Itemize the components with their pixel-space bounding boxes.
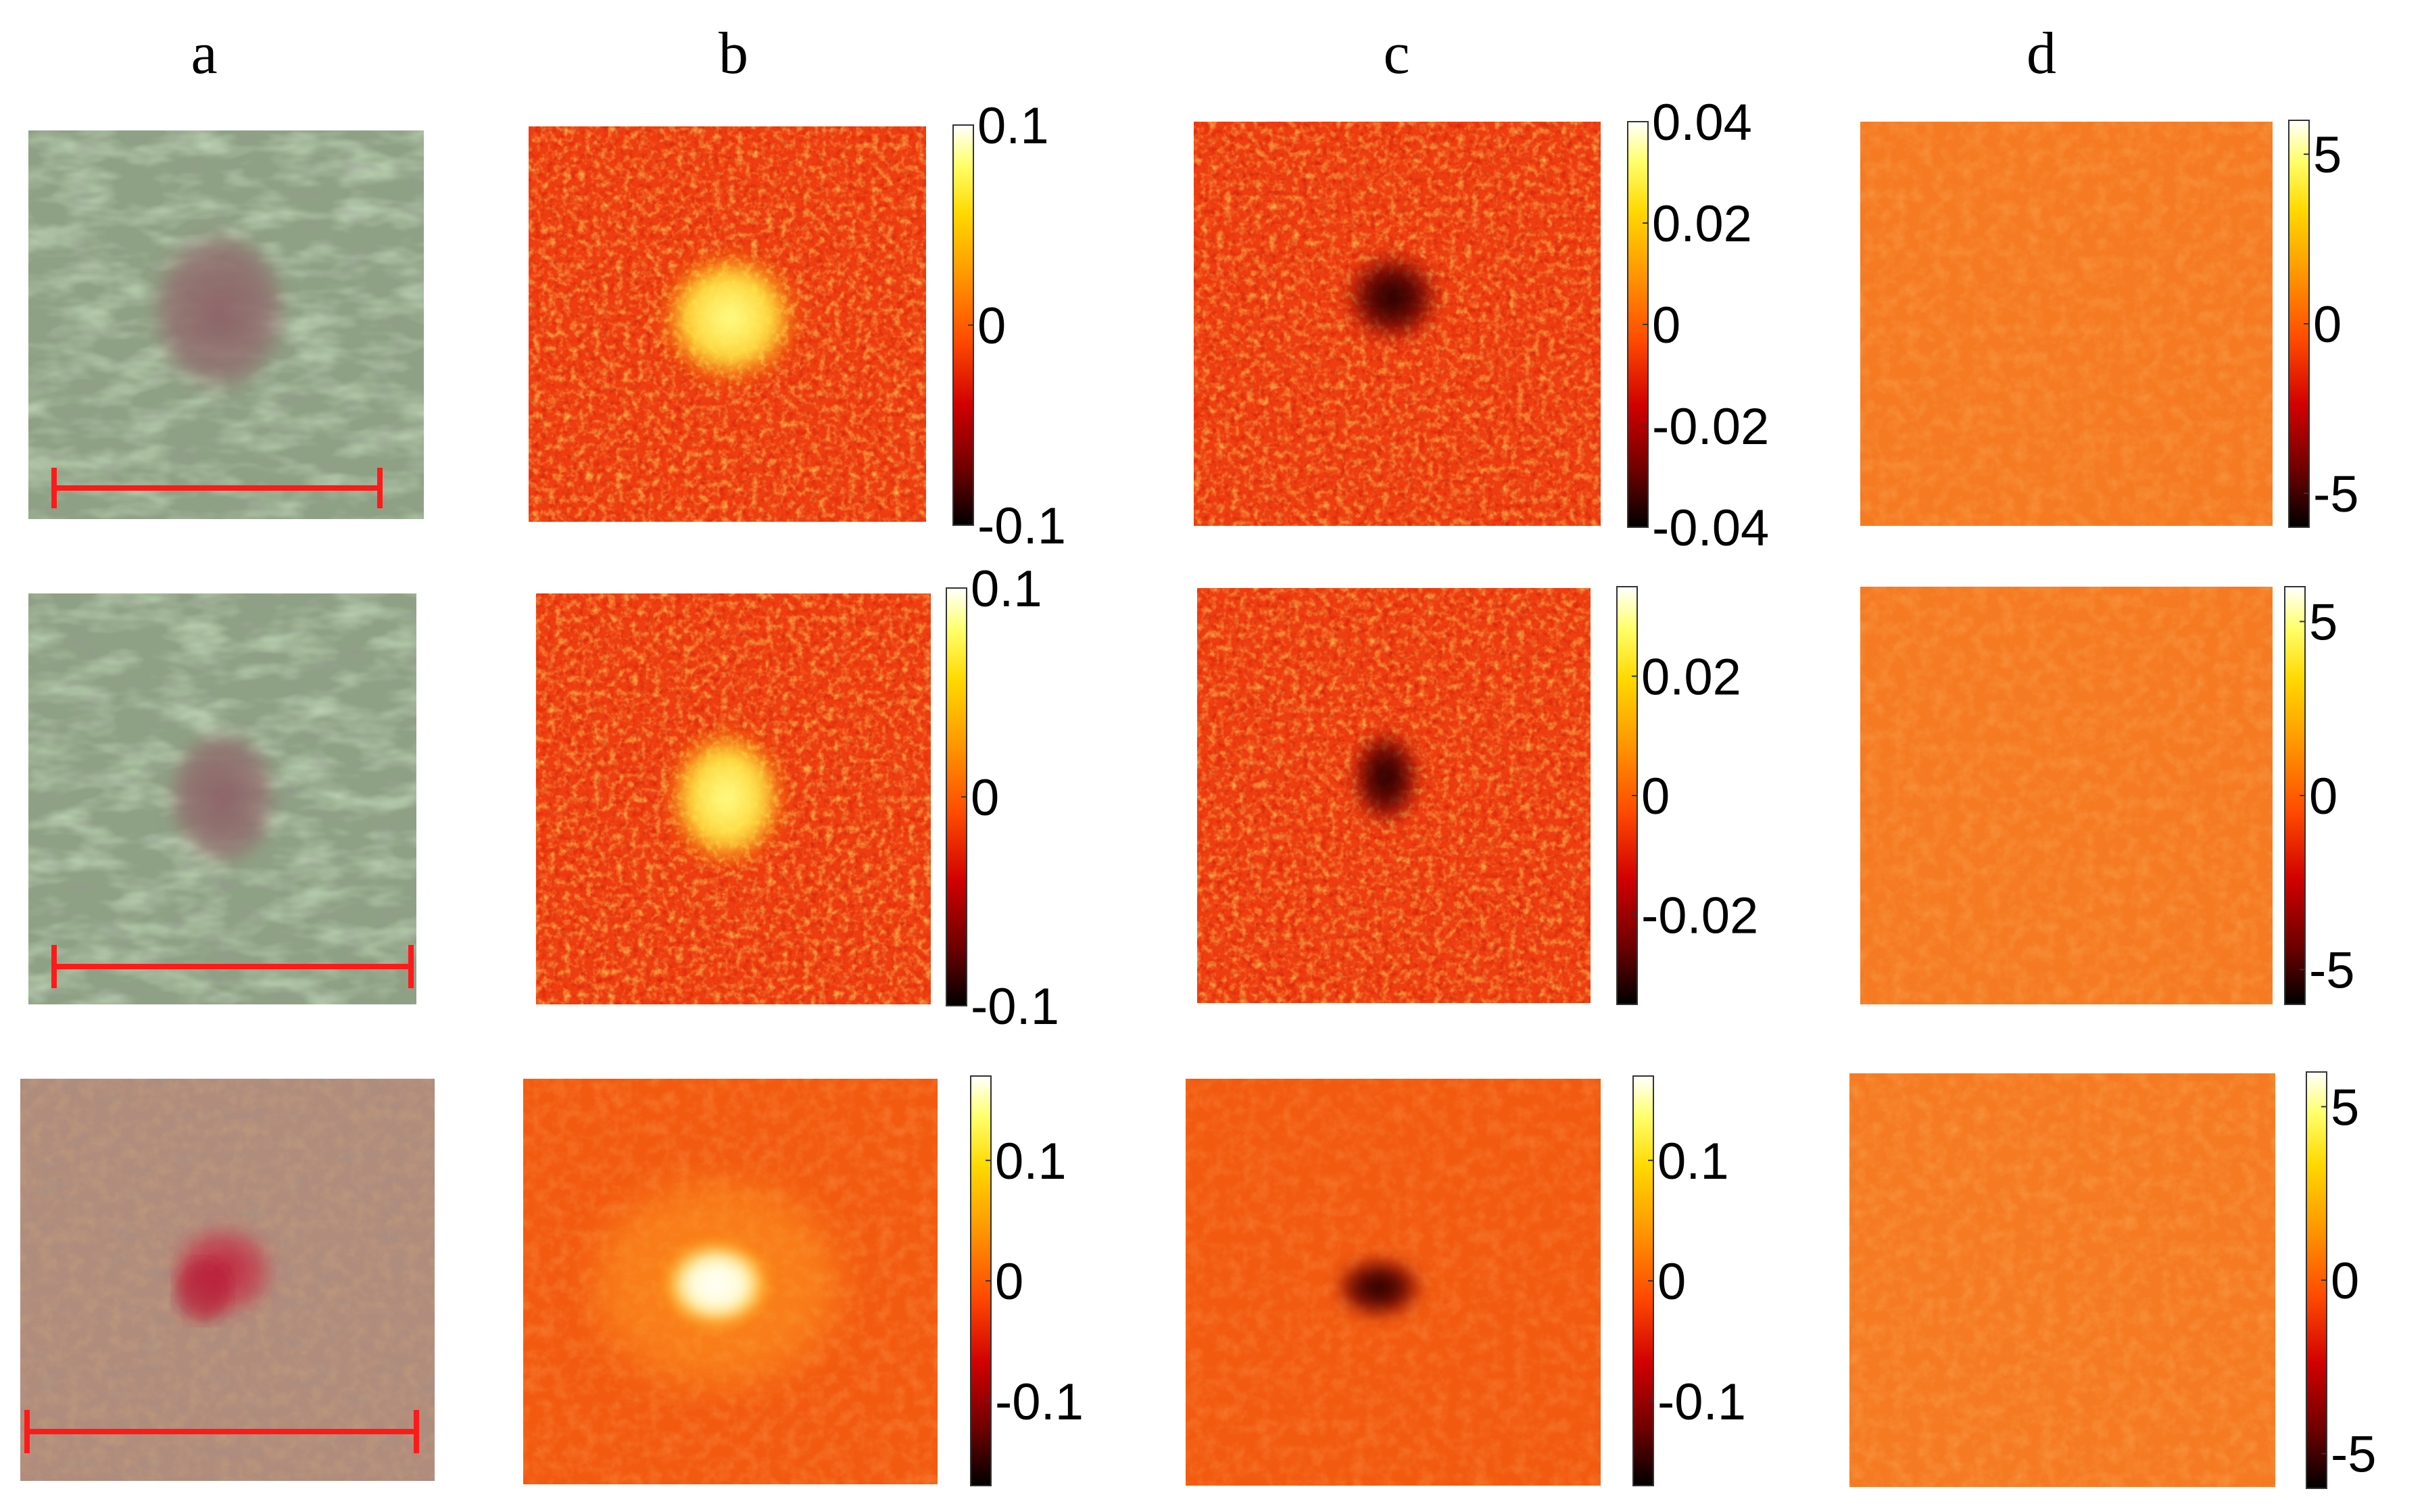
colorbar-tick-label: 0: [2309, 768, 2337, 825]
scale-bar: [24, 1410, 419, 1453]
colorbar-tick-label: 0: [2313, 296, 2342, 353]
colorbar-b-row-3: 0.1 0 -0.1: [970, 1075, 1084, 1486]
colorbar-tick-label: -0.04: [1652, 499, 1769, 557]
colorbar-tick-label: 5: [2309, 594, 2337, 652]
map-d-row-2: [1860, 587, 2273, 1004]
map-b-row-2: [536, 593, 931, 1004]
column-label-d: d: [2027, 21, 2056, 87]
colorbar-b-row-1: 0.1 0 -0.1: [952, 97, 1066, 555]
map-d-row-1: [1860, 122, 2273, 526]
map-c-row-3: [1186, 1079, 1601, 1486]
scale-bar: [51, 945, 414, 988]
colorbar-d-row-3: 5 0 -5: [2306, 1071, 2377, 1489]
colorbar-tick-label: -0.1: [977, 497, 1066, 555]
colorbar-d-row-1: 5 0 -5: [2288, 120, 2359, 528]
map-c-row-2: [1197, 588, 1591, 1003]
colorbar-c-row-3: 0.1 0 -0.1: [1632, 1075, 1746, 1486]
colorbar-c-row-1: 0.04 0.02 0 -0.02 -0.04: [1627, 94, 1769, 557]
colorbar-tick-label: 5: [2331, 1079, 2359, 1136]
colorbar-tick-label: -0.02: [1641, 887, 1758, 945]
colorbar-tick-label: 5: [2313, 126, 2342, 184]
scale-bar: [51, 468, 383, 508]
colorbar-tick-label: -5: [2331, 1426, 2377, 1484]
photo-row-3: [20, 1079, 435, 1481]
colorbar-tick-label: 0.02: [1652, 195, 1752, 253]
colorbar-tick-label: -0.1: [995, 1373, 1084, 1431]
map-b-row-1: [529, 126, 926, 522]
colorbar-tick-label: 0: [1652, 297, 1680, 354]
colorbar-d-row-2: 5 0 -5: [2284, 586, 2355, 1005]
colorbar-tick-label: 0.1: [971, 560, 1042, 618]
colorbar-tick-label: -5: [2309, 942, 2355, 1000]
colorbar-tick-label: 0.1: [1657, 1133, 1729, 1190]
colorbar-tick-label: -5: [2313, 466, 2359, 523]
map-b-row-3: [523, 1079, 938, 1484]
column-labels: a b c d: [191, 21, 2056, 87]
colorbar-tick-label: 0.1: [977, 97, 1049, 155]
map-c-row-1: [1194, 122, 1601, 526]
colorbar-tick-label: 0: [1657, 1253, 1686, 1311]
colorbar-tick-label: -0.02: [1652, 398, 1769, 456]
photo-row-1: [28, 130, 424, 519]
column-label-c: c: [1383, 21, 1409, 87]
colorbar-tick-label: 0: [971, 769, 999, 827]
colorbar-c-row-2: 0.02 0 -0.02: [1616, 586, 1758, 1005]
colorbar-tick-label: 0.02: [1641, 648, 1741, 706]
colorbar-b-row-2: 0.1 0 -0.1: [946, 560, 1059, 1035]
map-d-row-3: [1849, 1073, 2275, 1487]
colorbars: 0.10-0.10.040.020-0.02-0.0450-50.10-0.10…: [946, 94, 2377, 1489]
colorbar-tick-label: 0: [995, 1253, 1023, 1311]
colorbar-tick-label: 0: [2331, 1252, 2359, 1310]
colorbar-tick-label: -0.1: [971, 978, 1059, 1035]
colorbar-tick-label: 0.1: [995, 1133, 1067, 1190]
colorbar-tick-label: 0: [1641, 768, 1670, 825]
column-label-b: b: [719, 21, 748, 87]
colorbar-tick-label: 0.04: [1652, 94, 1752, 151]
photo-row-2: [28, 593, 416, 1004]
colorbar-tick-label: -0.1: [1657, 1373, 1746, 1431]
colorbar-tick-label: 0: [977, 297, 1006, 355]
column-label-a: a: [191, 21, 217, 87]
